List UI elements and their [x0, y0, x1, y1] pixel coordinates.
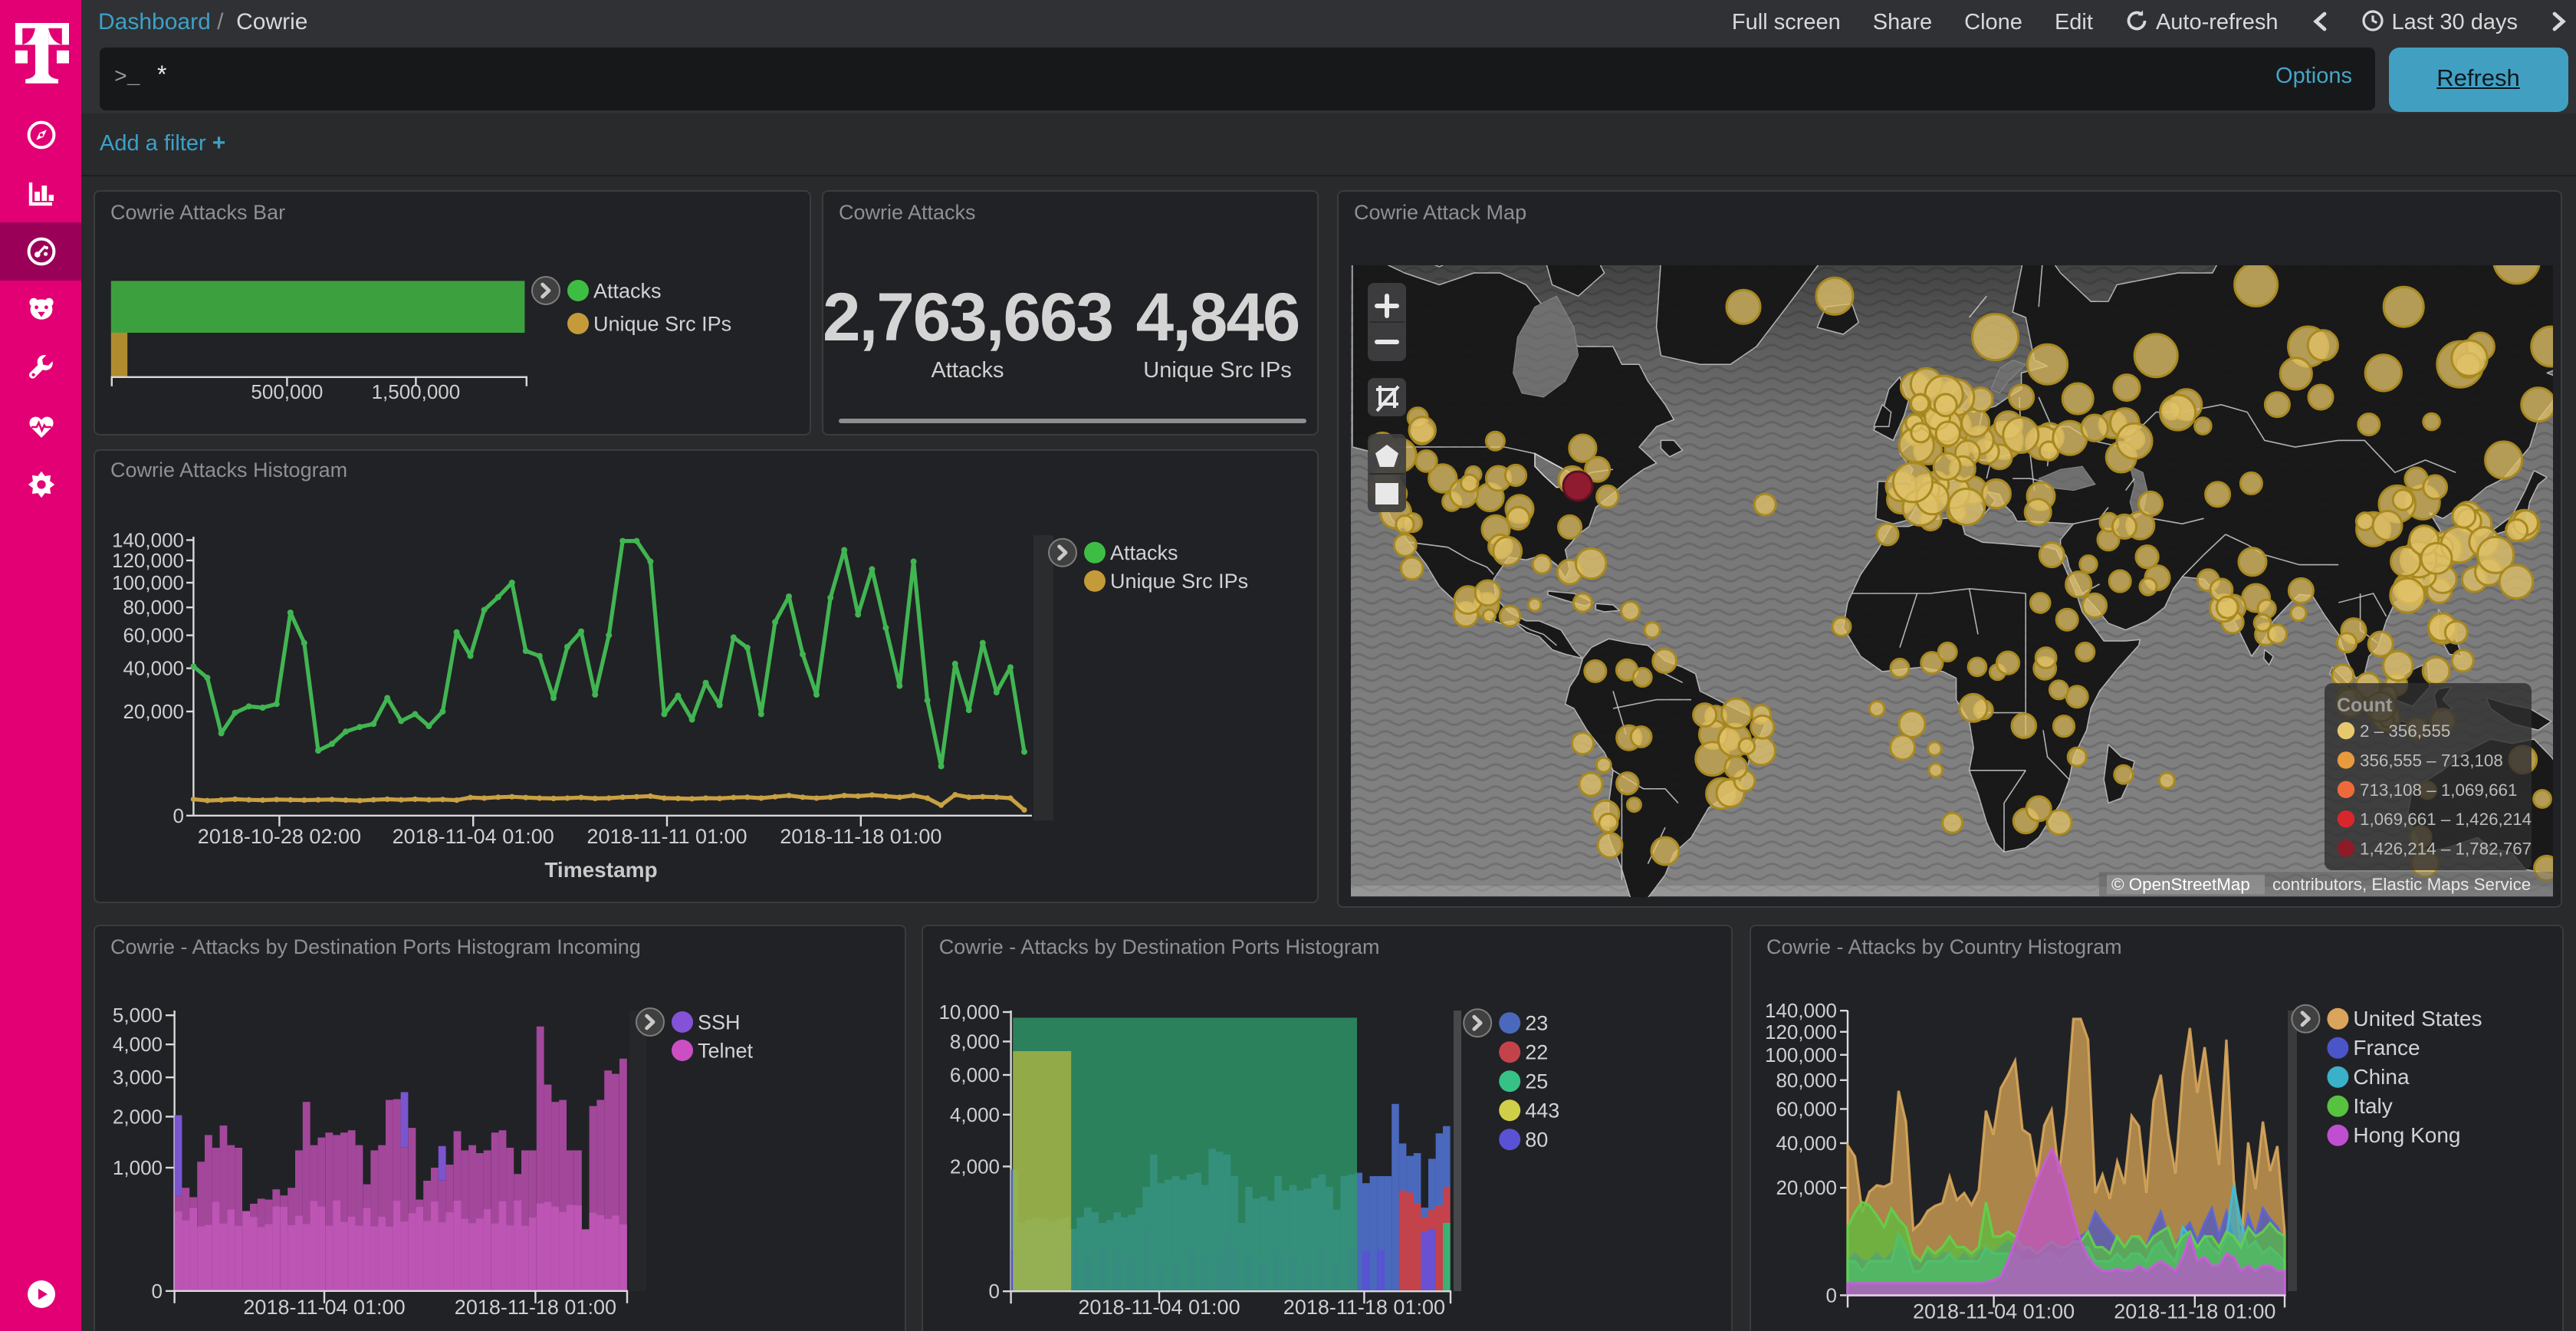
- svg-text:80,000: 80,000: [1776, 1069, 1837, 1092]
- svg-text:20,000: 20,000: [123, 699, 184, 722]
- svg-text:3,000: 3,000: [113, 1066, 163, 1089]
- svg-text:Attacks: Attacks: [1110, 541, 1178, 564]
- svg-text:6,000: 6,000: [951, 1063, 1001, 1086]
- svg-text:40,000: 40,000: [123, 656, 184, 679]
- svg-text:22: 22: [1526, 1041, 1549, 1064]
- svg-text:10,000: 10,000: [939, 1001, 1001, 1024]
- svg-text:Count: Count: [2337, 695, 2393, 716]
- svg-text:356,555 – 713,108: 356,555 – 713,108: [2360, 751, 2503, 770]
- svg-text:0: 0: [989, 1280, 1000, 1303]
- svg-text:2018-11-04 01:00: 2018-11-04 01:00: [1913, 1300, 2075, 1323]
- svg-text:contributors, Elastic Maps Ser: contributors, Elastic Maps Service: [2272, 875, 2531, 894]
- svg-text:60,000: 60,000: [1776, 1097, 1837, 1120]
- svg-text:2018-11-04 01:00: 2018-11-04 01:00: [1079, 1296, 1240, 1319]
- svg-text:2018-11-04 01:00: 2018-11-04 01:00: [393, 824, 554, 847]
- svg-text:80,000: 80,000: [123, 595, 184, 618]
- svg-text:25: 25: [1526, 1070, 1549, 1093]
- svg-text:2,000: 2,000: [951, 1155, 1001, 1178]
- svg-text:China: China: [2353, 1065, 2410, 1089]
- svg-text:100,000: 100,000: [1765, 1043, 1837, 1066]
- svg-text:Unique Src IPs: Unique Src IPs: [593, 313, 731, 336]
- svg-text:Italy: Italy: [2353, 1094, 2392, 1118]
- svg-text:0: 0: [152, 1280, 163, 1303]
- svg-text:United States: United States: [2353, 1007, 2482, 1030]
- svg-text:2018-11-11 01:00: 2018-11-11 01:00: [586, 824, 747, 847]
- svg-text:1,500,000: 1,500,000: [372, 380, 461, 403]
- svg-text:60,000: 60,000: [123, 623, 184, 646]
- svg-text:80: 80: [1526, 1129, 1549, 1152]
- svg-text:140,000: 140,000: [112, 528, 184, 551]
- svg-text:0: 0: [173, 804, 184, 827]
- svg-text:500,000: 500,000: [251, 380, 323, 403]
- svg-text:443: 443: [1526, 1099, 1560, 1122]
- svg-text:© OpenStreetMap: © OpenStreetMap: [2111, 875, 2250, 894]
- svg-text:Attacks: Attacks: [593, 280, 662, 303]
- svg-text:120,000: 120,000: [1765, 1020, 1837, 1043]
- svg-text:5,000: 5,000: [113, 1004, 163, 1027]
- svg-text:1,000: 1,000: [113, 1156, 163, 1179]
- svg-text:2,000: 2,000: [113, 1105, 163, 1128]
- svg-text:120,000: 120,000: [112, 548, 184, 571]
- svg-text:4,000: 4,000: [113, 1033, 163, 1056]
- svg-text:40,000: 40,000: [1776, 1132, 1837, 1155]
- svg-text:2018-11-18 01:00: 2018-11-18 01:00: [780, 824, 941, 847]
- svg-text:100,000: 100,000: [112, 570, 184, 593]
- svg-text:0: 0: [1826, 1283, 1837, 1306]
- svg-text:Timestamp: Timestamp: [345, 1329, 458, 1331]
- svg-text:2018-11-18 01:00: 2018-11-18 01:00: [2114, 1300, 2275, 1323]
- svg-text:1,426,214 – 1,782,767: 1,426,214 – 1,782,767: [2360, 840, 2532, 859]
- svg-text:20,000: 20,000: [1776, 1176, 1837, 1199]
- svg-text:1,069,661 – 1,426,214: 1,069,661 – 1,426,214: [2360, 810, 2532, 829]
- svg-text:4,000: 4,000: [951, 1103, 1001, 1126]
- svg-text:France: France: [2353, 1036, 2420, 1060]
- svg-text:Timestamp: Timestamp: [544, 857, 657, 881]
- svg-text:2018-11-04 01:00: 2018-11-04 01:00: [243, 1296, 405, 1319]
- svg-text:SSH: SSH: [698, 1011, 741, 1034]
- svg-text:713,108 – 1,069,661: 713,108 – 1,069,661: [2360, 781, 2517, 800]
- svg-text:Hong Kong: Hong Kong: [2353, 1123, 2460, 1147]
- svg-text:2 – 356,555: 2 – 356,555: [2360, 721, 2450, 741]
- svg-text:8,000: 8,000: [951, 1030, 1001, 1053]
- svg-text:Timestamp: Timestamp: [1174, 1329, 1286, 1331]
- svg-text:Unique Src IPs: Unique Src IPs: [1110, 569, 1248, 592]
- svg-text:140,000: 140,000: [1765, 999, 1837, 1022]
- svg-text:23: 23: [1526, 1012, 1549, 1035]
- svg-text:2018-11-18 01:00: 2018-11-18 01:00: [1284, 1296, 1446, 1319]
- svg-text:Telnet: Telnet: [698, 1039, 754, 1062]
- svg-text:2018-11-18 01:00: 2018-11-18 01:00: [455, 1296, 616, 1319]
- svg-text:2018-10-28 02:00: 2018-10-28 02:00: [198, 824, 361, 847]
